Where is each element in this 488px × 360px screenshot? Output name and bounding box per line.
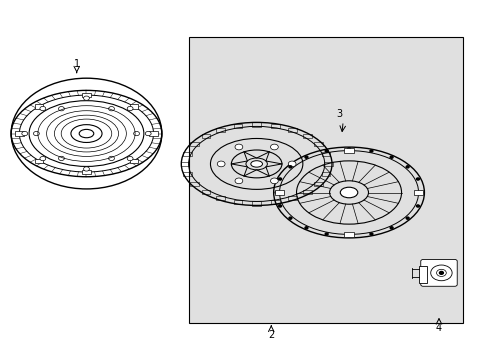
Bar: [303, 134, 311, 138]
Text: 3: 3: [336, 109, 342, 119]
Circle shape: [270, 144, 278, 150]
Bar: [216, 127, 224, 132]
Bar: [201, 134, 210, 138]
Text: 2: 2: [267, 330, 274, 341]
Bar: [413, 190, 423, 195]
Bar: [190, 181, 199, 186]
Bar: [270, 200, 279, 204]
Circle shape: [275, 192, 278, 194]
Circle shape: [439, 271, 443, 274]
Circle shape: [145, 131, 151, 136]
Bar: [314, 181, 323, 186]
Circle shape: [287, 161, 295, 167]
Circle shape: [278, 178, 281, 180]
Bar: [344, 148, 353, 153]
Bar: [190, 142, 199, 146]
Circle shape: [235, 178, 243, 184]
Bar: [418, 266, 426, 283]
Bar: [149, 131, 158, 136]
Circle shape: [347, 148, 350, 150]
Circle shape: [325, 150, 327, 152]
Circle shape: [40, 157, 46, 161]
Bar: [129, 104, 138, 108]
Circle shape: [83, 167, 89, 171]
Circle shape: [288, 217, 291, 219]
Circle shape: [347, 235, 350, 237]
Bar: [324, 162, 332, 166]
Bar: [188, 37, 462, 323]
FancyBboxPatch shape: [420, 260, 456, 286]
Bar: [233, 200, 242, 204]
Bar: [321, 172, 329, 176]
Bar: [287, 196, 296, 200]
Bar: [252, 201, 261, 206]
Bar: [35, 104, 43, 108]
Circle shape: [235, 144, 243, 150]
Circle shape: [406, 217, 408, 219]
Bar: [314, 142, 323, 146]
Circle shape: [325, 233, 327, 235]
Circle shape: [305, 156, 307, 158]
Circle shape: [416, 178, 419, 180]
Bar: [180, 162, 189, 166]
Circle shape: [406, 166, 408, 168]
Bar: [183, 172, 191, 176]
Ellipse shape: [79, 129, 94, 138]
Bar: [216, 196, 224, 200]
Bar: [201, 190, 210, 194]
Bar: [82, 170, 91, 174]
Circle shape: [369, 233, 372, 235]
Circle shape: [40, 107, 46, 111]
Ellipse shape: [340, 187, 357, 198]
Bar: [303, 190, 311, 194]
Circle shape: [278, 205, 281, 207]
Text: 4: 4: [435, 323, 441, 333]
Bar: [15, 131, 24, 136]
Circle shape: [217, 161, 224, 167]
Bar: [82, 93, 91, 97]
Text: 1: 1: [74, 59, 80, 69]
Bar: [321, 152, 329, 156]
Bar: [344, 232, 353, 237]
Bar: [270, 123, 279, 128]
Circle shape: [270, 178, 278, 184]
Bar: [233, 123, 242, 128]
Circle shape: [305, 227, 307, 229]
Circle shape: [22, 131, 28, 136]
Bar: [183, 152, 191, 156]
Bar: [129, 159, 138, 163]
Bar: [287, 127, 296, 132]
Ellipse shape: [250, 161, 262, 167]
Bar: [252, 122, 261, 127]
Circle shape: [389, 156, 392, 158]
Circle shape: [416, 205, 419, 207]
Circle shape: [127, 107, 133, 111]
Bar: [274, 190, 284, 195]
Circle shape: [127, 157, 133, 161]
Circle shape: [419, 192, 422, 194]
Circle shape: [288, 166, 291, 168]
Bar: [35, 159, 43, 163]
Circle shape: [83, 96, 89, 100]
Circle shape: [389, 227, 392, 229]
Circle shape: [369, 150, 372, 152]
